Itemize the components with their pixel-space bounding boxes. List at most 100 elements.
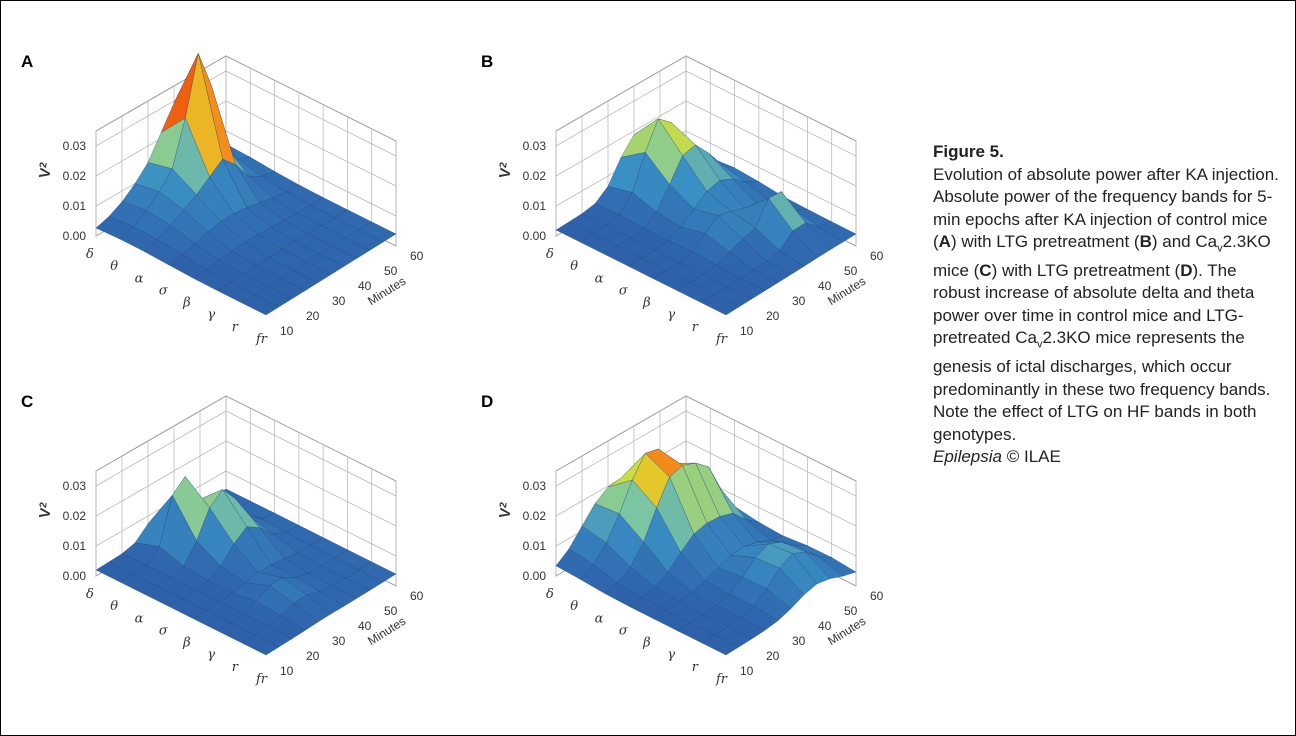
z-axis-sup: 2 [497, 501, 509, 509]
minutes-label: Minutes [825, 614, 868, 648]
wall-grid [95, 470, 397, 557]
z-tick-label: 0.02 [63, 509, 87, 523]
band-tick-label: β [182, 296, 191, 311]
z-axis-sup: 2 [497, 161, 509, 169]
minute-tick-label: 30 [332, 634, 346, 648]
z-axis-label: V2 [36, 161, 56, 180]
band-tick-label: r [232, 320, 239, 335]
band-tick-label: γ [667, 308, 675, 323]
caption: Figure 5. Evolution of absolute power aft… [933, 141, 1285, 469]
caption-title: Figure 5. [933, 142, 1004, 161]
z-tick-label: 0.00 [523, 229, 547, 243]
wall-grid [95, 440, 397, 527]
minute-tick-label: 10 [740, 324, 754, 338]
minute-tick-label: 40 [358, 619, 372, 633]
z-tick-label: 0.01 [63, 539, 87, 553]
band-tick-label: θ [110, 259, 118, 274]
caption-text: Evolution of absolute power after KA inj… [933, 164, 1279, 252]
panel-label: D [481, 392, 493, 411]
band-tick-label: δ [86, 247, 94, 262]
wall-grid [555, 130, 857, 217]
minute-tick-label: 30 [792, 294, 806, 308]
society: ILAE [1024, 447, 1061, 467]
band-tick-label: γ [667, 648, 675, 663]
band-tick-label: α [135, 271, 144, 286]
band-tick-label: β [642, 636, 651, 651]
panel-label: B [481, 52, 493, 71]
panel: B 0.00 0.01 0.02 0.03 V2 δ θ ασβ γ r fr 10 20 30 40 50 60… [481, 52, 884, 347]
band-tick-label: fr [715, 332, 728, 347]
band-tick-label: r [692, 660, 699, 675]
caption-text: ) with LTG pretreatment ( [991, 260, 1181, 280]
minute-tick-label: 50 [844, 264, 858, 278]
z-tick-label: 0.03 [523, 479, 547, 493]
band-tick-label: θ [570, 599, 578, 614]
band-tick-label: δ [86, 587, 94, 602]
z-axis-label: V2 [496, 161, 516, 180]
panel-label: C [21, 392, 33, 411]
wall-grid [95, 410, 397, 497]
band-tick-label: θ [570, 259, 578, 274]
band-tick-label: β [642, 296, 651, 311]
surface-patch [701, 294, 740, 316]
z-tick-label: 0.01 [523, 199, 547, 213]
z-axis-sup: 2 [37, 161, 49, 169]
minute-tick-label: 30 [332, 294, 346, 308]
z-tick-label: 0.03 [523, 139, 547, 153]
band-tick-label: fr [255, 332, 268, 347]
minute-tick-label: 60 [410, 589, 424, 603]
caption-text: ) and Ca [1151, 232, 1218, 251]
minute-tick-label: 60 [870, 249, 884, 263]
minute-tick-label: 20 [766, 649, 780, 663]
z-tick-label: 0.02 [523, 169, 547, 183]
wall-grid [555, 410, 857, 497]
z-axis-label: V2 [36, 501, 56, 520]
plots: A0.000.010.020.03V2δθασβγrfr102030405060… [21, 52, 884, 687]
wall-grid [555, 70, 857, 157]
z-tick-label: 0.00 [63, 569, 87, 583]
z-axis-label: V2 [496, 501, 516, 520]
band-tick-label: r [232, 660, 239, 675]
panel: C 0.00 0.01 0.02 0.03 V2 δ θ ασβ γ r fr 10 20 30 40 50 60… [21, 392, 424, 687]
minute-tick-label: 10 [740, 664, 754, 678]
caption-sub: v [1036, 338, 1043, 351]
z-tick-label: 0.01 [63, 199, 87, 213]
wall-grid [555, 100, 857, 187]
minute-tick-label: 50 [384, 264, 398, 278]
band-tick-label: α [595, 271, 604, 286]
band-tick-label: σ [619, 623, 629, 638]
band-tick-label: r [692, 320, 699, 335]
minute-tick-label: 20 [766, 309, 780, 323]
minute-tick-label: 20 [306, 649, 320, 663]
band-tick-label: σ [159, 623, 169, 638]
surface-patch [701, 634, 740, 656]
journal: Epilepsia [933, 447, 1002, 467]
minute-tick-label: 50 [844, 604, 858, 618]
band-tick-label: γ [207, 648, 215, 663]
minute-tick-label: 10 [280, 324, 294, 338]
minute-tick-label: 40 [818, 279, 832, 293]
z-tick-label: 0.03 [63, 479, 87, 493]
panel-label: A [21, 52, 33, 71]
caption-ref: D [1180, 260, 1193, 280]
caption-ref: B [1139, 232, 1152, 251]
band-tick-label: θ [110, 599, 118, 614]
caption-sub: v [1217, 242, 1223, 255]
z-tick-label: 0.01 [523, 539, 547, 553]
z-tick-label: 0.02 [63, 169, 87, 183]
panel: D 0.00 0.01 0.02 0.03 V2 δ θ ασβ γ r fr 10 20 30 40 50 60… [481, 392, 884, 687]
wall-grid [95, 70, 397, 157]
minute-tick-label: 40 [818, 619, 832, 633]
caption-text: ) with LTG pretreatment ( [950, 232, 1140, 251]
minute-tick-label: 60 [870, 589, 884, 603]
surface-patch [241, 294, 280, 316]
caption-text: 2.3KO mice represents the genesis of ict… [933, 328, 1271, 444]
minute-tick-label: 10 [280, 664, 294, 678]
copyright: © [1006, 447, 1020, 467]
z-tick-label: 0.03 [63, 139, 87, 153]
minute-tick-label: 50 [384, 604, 398, 618]
surface-patch [241, 634, 280, 656]
minute-tick-label: 30 [792, 634, 806, 648]
z-tick-label: 0.00 [523, 569, 547, 583]
band-tick-label: σ [159, 283, 169, 298]
